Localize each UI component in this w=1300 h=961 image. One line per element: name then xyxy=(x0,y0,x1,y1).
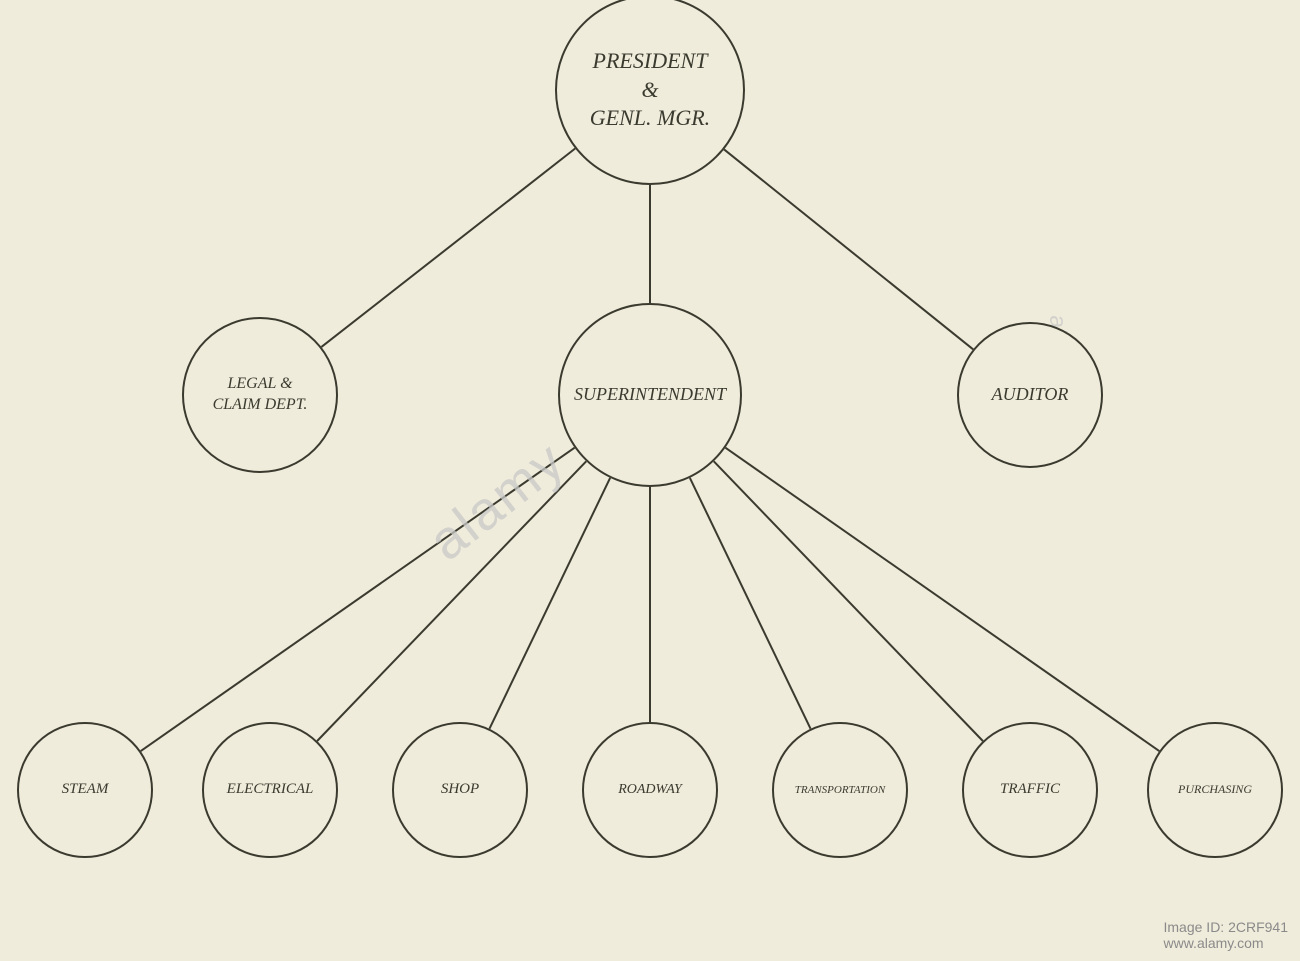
node-label: ROADWAY xyxy=(618,781,682,799)
image-id-text: Image ID: 2CRF941 xyxy=(1164,919,1289,935)
node-label: GENL. MGR. xyxy=(590,104,710,133)
node-roadway: ROADWAY xyxy=(582,722,718,858)
node-auditor: AUDITOR xyxy=(957,322,1103,468)
node-legal: LEGAL &CLAIM DEPT. xyxy=(182,317,338,473)
node-label: CLAIM DEPT. xyxy=(213,395,308,416)
node-label: ELECTRICAL xyxy=(227,780,314,800)
node-label: SUPERINTENDENT xyxy=(574,383,726,406)
node-electrical: ELECTRICAL xyxy=(202,722,338,858)
node-label: LEGAL & xyxy=(227,374,292,395)
watermark-diagonal: alamy xyxy=(417,429,577,573)
node-shop: SHOP xyxy=(392,722,528,858)
node-purchasing: PURCHASING xyxy=(1147,722,1283,858)
node-label: PRESIDENT xyxy=(593,47,708,76)
node-label: & xyxy=(641,76,658,105)
node-label: TRAFFIC xyxy=(1000,780,1060,800)
node-label: PURCHASING xyxy=(1178,782,1252,798)
edge-president-legal xyxy=(321,149,575,347)
edge-president-auditor xyxy=(724,149,973,349)
node-president: PRESIDENT&GENL. MGR. xyxy=(555,0,745,185)
node-label: AUDITOR xyxy=(992,383,1069,406)
node-transportation: TRANSPORTATION xyxy=(772,722,908,858)
image-site-text: www.alamy.com xyxy=(1164,935,1264,951)
edge-superintendent-purchasing xyxy=(725,448,1159,751)
image-id-footer: Image ID: 2CRF941 www.alamy.com xyxy=(1164,919,1289,951)
node-label: STEAM xyxy=(62,780,109,800)
node-steam: STEAM xyxy=(17,722,153,858)
node-label: TRANSPORTATION xyxy=(795,783,885,797)
node-superintendent: SUPERINTENDENT xyxy=(558,303,742,487)
node-label: SHOP xyxy=(441,780,479,800)
node-traffic: TRAFFIC xyxy=(962,722,1098,858)
edge-superintendent-transportation xyxy=(690,478,811,729)
edge-superintendent-traffic xyxy=(714,461,983,741)
